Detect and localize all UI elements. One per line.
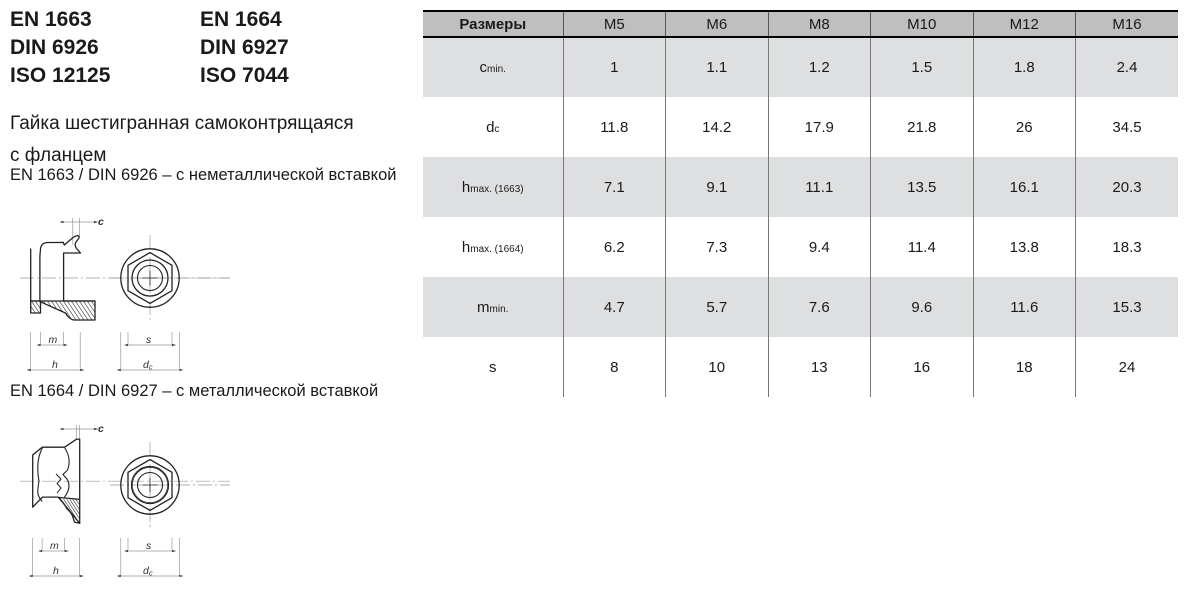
svg-text:dc: dc: [143, 565, 153, 578]
svg-text:m: m: [49, 334, 58, 346]
svg-text:s: s: [146, 540, 152, 552]
svg-text:h: h: [53, 565, 59, 577]
svg-text:c: c: [98, 216, 104, 228]
svg-text:dc: dc: [143, 359, 153, 372]
svg-text:c: c: [98, 423, 104, 435]
svg-text:h: h: [52, 359, 58, 371]
svg-text:m: m: [50, 540, 59, 552]
svg-text:s: s: [146, 334, 152, 346]
